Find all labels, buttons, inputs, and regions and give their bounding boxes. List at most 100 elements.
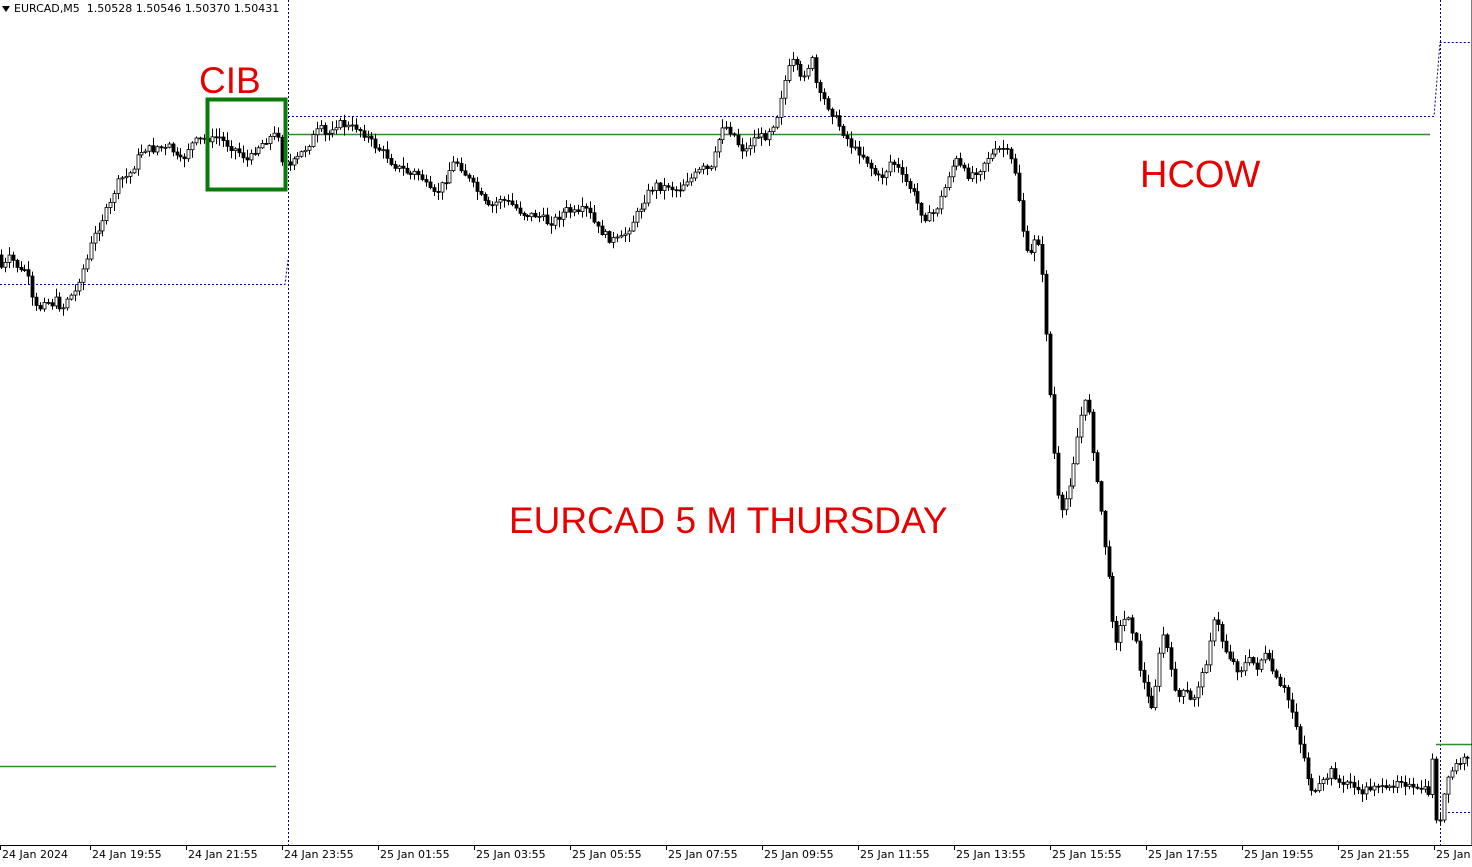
candle-body — [1212, 619, 1217, 642]
candle-body — [288, 161, 293, 166]
candle-body — [1231, 658, 1236, 663]
chevron-down-icon[interactable] — [2, 6, 10, 12]
candle-body — [1107, 546, 1112, 577]
cib-box — [205, 97, 288, 192]
candle-body — [662, 185, 667, 192]
candle-body — [709, 166, 714, 169]
candle-body — [970, 172, 975, 180]
candle-body — [997, 147, 1002, 150]
candle-body — [1294, 711, 1299, 727]
candle-body — [416, 170, 421, 176]
candle-body — [455, 161, 460, 164]
candle-body — [935, 208, 940, 214]
candle-body — [1391, 785, 1396, 788]
candle-body — [369, 135, 374, 140]
candle-body — [1313, 790, 1318, 792]
annotation-hcow: HCOW — [1140, 154, 1261, 196]
candle-body — [444, 182, 449, 185]
candle-body — [592, 212, 597, 223]
time-tick-label: 25 Jan 11:55 — [860, 848, 930, 861]
candle-body — [104, 207, 109, 222]
candle-body — [1153, 685, 1158, 708]
candle-body — [553, 216, 558, 226]
candle-body — [319, 125, 324, 130]
candle-body — [1169, 647, 1174, 670]
candle-body — [1216, 619, 1221, 625]
candle-body — [338, 120, 343, 129]
candle-body — [1430, 758, 1435, 795]
candle-body — [233, 148, 238, 152]
candle-body — [1185, 689, 1190, 692]
candle-body — [826, 98, 831, 110]
chart-header: EURCAD,M5 1.50528 1.50546 1.50370 1.5043… — [2, 2, 279, 15]
candle-body — [1255, 662, 1260, 670]
candle-body — [642, 202, 647, 210]
candle-body — [865, 156, 870, 164]
time-tick-label: 25 Jan 13:55 — [956, 848, 1026, 861]
candle-body — [50, 302, 55, 307]
candle-body — [943, 187, 948, 197]
candle-body — [1364, 786, 1369, 795]
candle-body — [264, 142, 269, 145]
candle-body — [600, 225, 605, 236]
candle-body — [1068, 485, 1073, 500]
candle-body — [1458, 763, 1463, 765]
candle-body — [818, 82, 823, 94]
candle-body — [214, 136, 219, 139]
candle-body — [1380, 785, 1385, 787]
candle-body — [366, 135, 371, 138]
candle-body — [307, 146, 312, 151]
candle-body — [1114, 620, 1119, 643]
candle-body — [1126, 617, 1131, 620]
candle-body — [81, 268, 86, 283]
candle-body — [502, 198, 507, 201]
candle-body — [767, 131, 772, 141]
candle-body — [1317, 783, 1322, 792]
candle-body — [783, 80, 788, 99]
candle-body — [966, 167, 971, 180]
candle-body — [389, 157, 394, 165]
candle-body — [1071, 463, 1076, 487]
candle-body — [588, 207, 593, 214]
candle-body — [1228, 651, 1233, 660]
candle-body — [1146, 681, 1151, 697]
candle-body — [428, 181, 433, 188]
candle-body — [26, 269, 31, 277]
candle-body — [397, 165, 402, 169]
candle-body — [1251, 657, 1256, 664]
candle-body — [30, 275, 35, 298]
candles — [0, 51, 1470, 825]
candle-body — [631, 221, 636, 232]
candle-body — [108, 201, 113, 208]
candle-body — [1384, 785, 1389, 788]
candle-body — [537, 216, 542, 218]
candle-body — [1103, 510, 1108, 548]
candle-body — [705, 165, 710, 170]
candle-body — [1036, 239, 1041, 245]
candle-body — [1352, 782, 1357, 788]
candle-body — [1270, 658, 1275, 672]
candle-body — [830, 108, 835, 117]
candle-body — [666, 185, 671, 188]
candle-body — [116, 178, 121, 194]
candle-body — [795, 59, 800, 65]
candle-body — [962, 164, 967, 169]
candle-body — [1083, 399, 1088, 416]
candle-body — [147, 145, 152, 152]
candle-body — [939, 195, 944, 210]
candle-body — [564, 207, 569, 213]
candle-body — [334, 127, 339, 131]
candle-body — [744, 148, 749, 152]
candle-body — [974, 172, 979, 176]
candle-body — [724, 126, 729, 129]
candle-body — [603, 231, 608, 235]
candle-body — [834, 115, 839, 118]
candle-body — [927, 212, 932, 222]
candle-body — [658, 182, 663, 191]
candle-body — [951, 165, 956, 178]
candle-body — [873, 167, 878, 175]
candle-body — [639, 208, 644, 212]
candle-body — [175, 151, 180, 156]
candle-body — [896, 164, 901, 168]
